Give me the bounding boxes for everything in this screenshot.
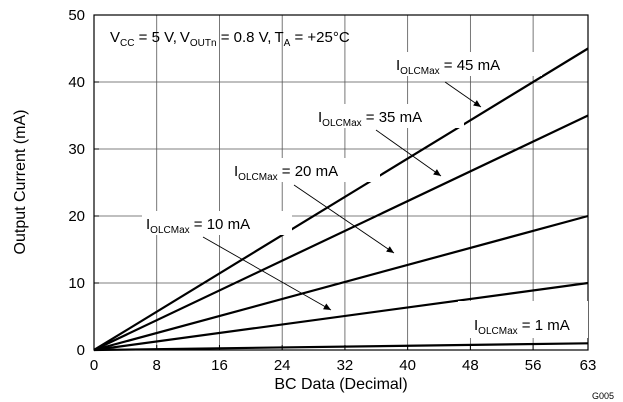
- callout-arrowhead: [386, 246, 394, 253]
- series-lines: [93, 47, 589, 352]
- callout-arrowhead: [433, 169, 441, 176]
- y-tick-label: 30: [68, 141, 85, 158]
- figure-id: G005: [592, 391, 614, 401]
- series-label-bg: [392, 52, 542, 76]
- series-label-bg: [314, 104, 464, 128]
- x-tick-label: 40: [399, 357, 416, 374]
- series-label-0: IOLCMax = 45 mA: [396, 57, 500, 77]
- x-tick-label: 48: [462, 357, 479, 374]
- y-axis-label: Output Current (mA): [12, 110, 29, 255]
- callout-arrowhead: [323, 303, 331, 310]
- series-label-bg: [230, 158, 380, 182]
- callout-arrowhead: [473, 100, 481, 107]
- series-labels: IOLCMax = 45 mA IOLCMax = 35 mA IOLCMax = …: [142, 52, 588, 338]
- callout-arrow: [444, 81, 482, 108]
- series-line-3: [93, 281, 589, 352]
- x-tick-label: 63: [580, 357, 597, 374]
- series-label-2: IOLCMax = 20 mA: [234, 163, 338, 183]
- x-tick-label: 16: [211, 357, 228, 374]
- series-label-bg: [458, 301, 588, 338]
- series-label-bg: [142, 211, 292, 235]
- y-tick-label: 50: [68, 7, 85, 24]
- y-tick-label: 40: [68, 74, 85, 91]
- plot-area: [93, 14, 589, 351]
- x-axis-label: BC Data (Decimal): [274, 376, 407, 393]
- callout-arrow: [293, 184, 395, 254]
- series-line-2: [93, 214, 589, 352]
- x-tick-label: 24: [274, 357, 291, 374]
- axis-ticks: 0 8 16 24 32 40 48 56 63 0 10 20 30 40 50: [68, 7, 596, 374]
- x-tick-label: 32: [337, 357, 354, 374]
- y-tick-label: 10: [68, 275, 85, 292]
- series-callouts: [202, 81, 482, 311]
- series-label-1: IOLCMax = 35 mA: [318, 109, 422, 129]
- x-tick-label: 8: [153, 357, 161, 374]
- x-tick-label: 56: [525, 357, 542, 374]
- callout-arrow: [375, 129, 442, 177]
- series-label-3: IOLCMax = 10 mA: [146, 216, 250, 236]
- condition-text: VCC = 5 V, VOUTn = 0.8 V, TA = +25°C: [110, 29, 350, 49]
- x-tick-label: 0: [90, 357, 98, 374]
- y-tick-label: 20: [68, 208, 85, 225]
- plot-frame: [93, 14, 589, 351]
- y-tick-label: 0: [77, 342, 85, 359]
- series-label-4: IOLCMax = 1 mA: [474, 317, 570, 337]
- series-line-4: [93, 342, 589, 352]
- series-line-0: [93, 47, 589, 351]
- callout-arrow: [202, 236, 332, 311]
- series-line-1: [93, 114, 589, 351]
